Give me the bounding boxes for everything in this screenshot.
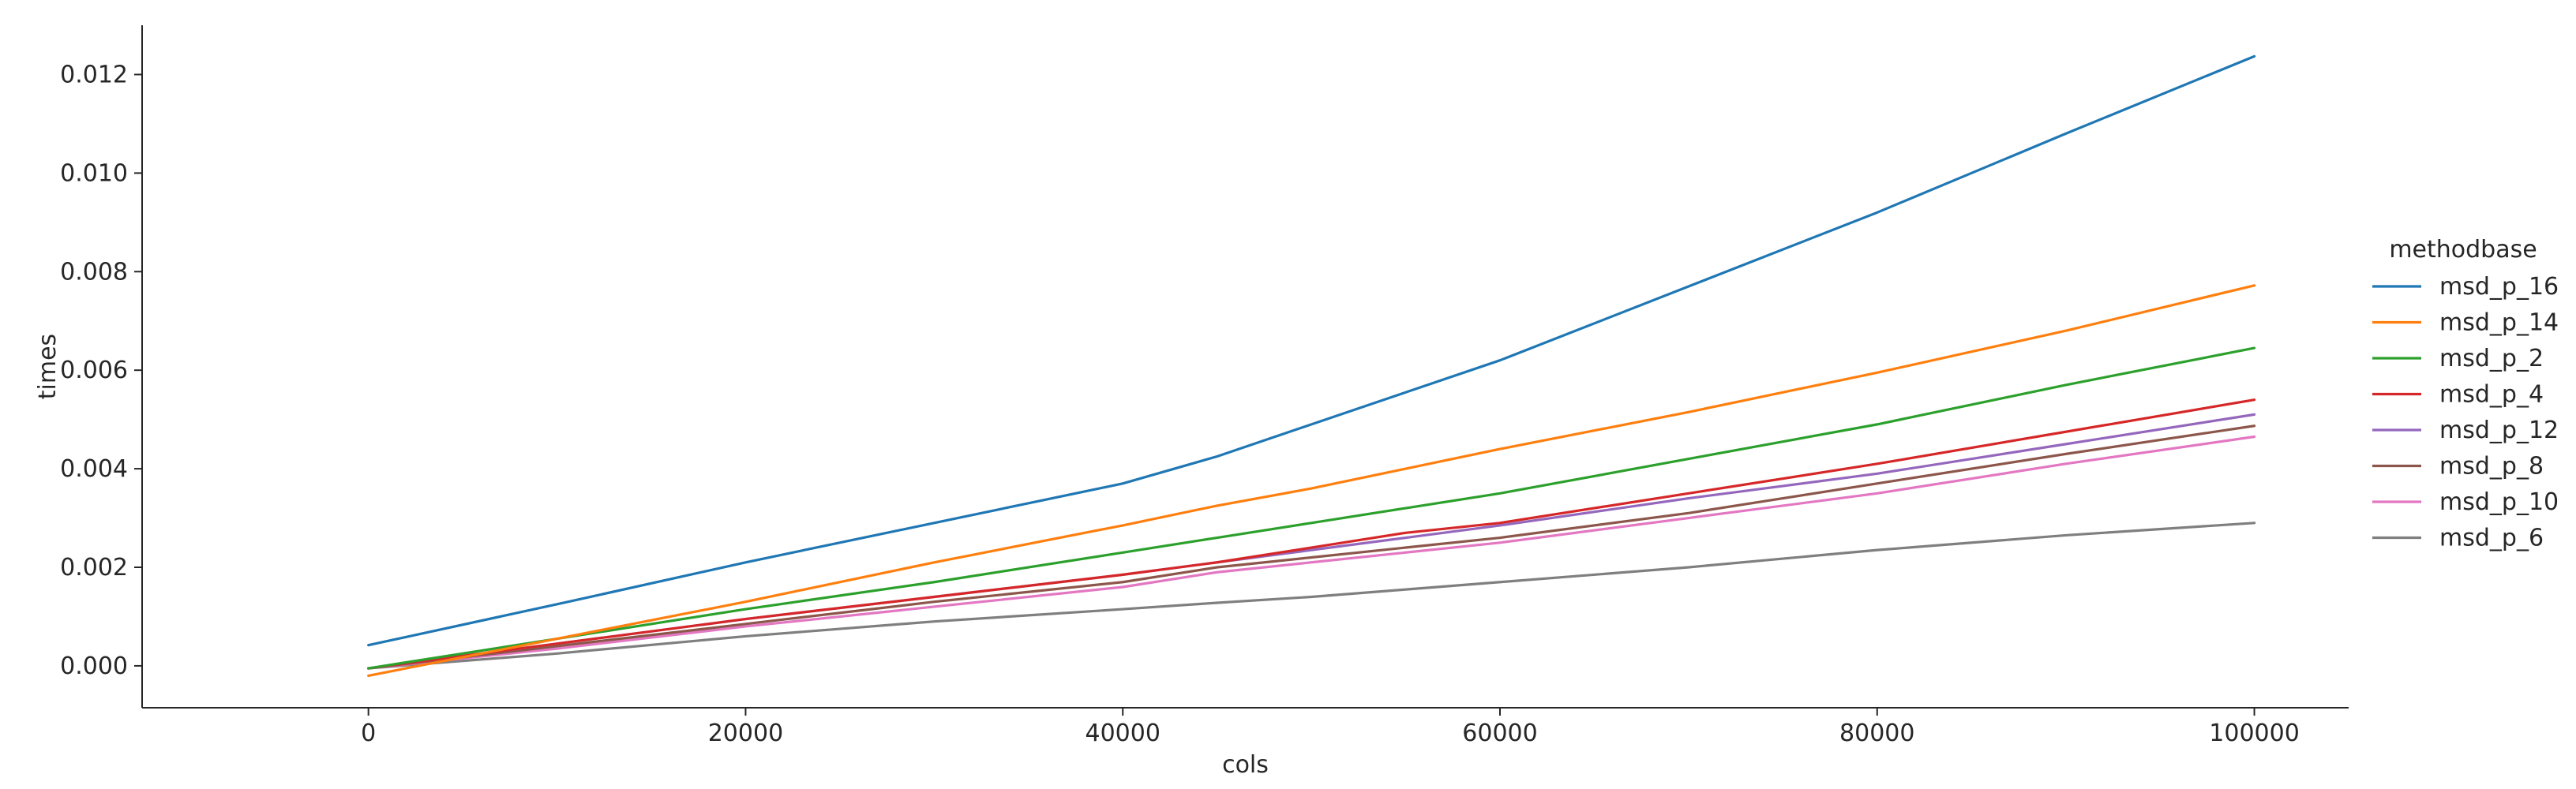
y-tick-label: 0.004: [60, 455, 128, 483]
series-line-msd-p-2: [367, 346, 2256, 670]
x-tick-label: 80000: [1839, 720, 1914, 747]
series-line-msd-p-6: [367, 522, 2256, 670]
y-axis-ticks: 0.000 0.002 0.004 0.006 0.008 0.010 0.012: [60, 61, 142, 680]
series-line-msd-p-8: [367, 424, 2256, 670]
legend-label-msd-p-16: msd_p_16: [2439, 273, 2559, 301]
y-tick-label: 0.000: [60, 653, 128, 680]
legend-label-msd-p-10: msd_p_10: [2439, 488, 2559, 516]
x-axis-label: cols: [1222, 751, 1269, 779]
legend-title: methodbase: [2389, 236, 2537, 264]
y-tick-label: 0.002: [60, 554, 128, 581]
legend-label-msd-p-14: msd_p_14: [2439, 309, 2559, 337]
legend-label-msd-p-2: msd_p_2: [2439, 345, 2544, 372]
x-tick-label: 60000: [1462, 720, 1537, 747]
y-tick-label: 0.012: [60, 61, 128, 88]
legend-label-msd-p-6: msd_p_6: [2439, 525, 2544, 552]
y-tick-label: 0.006: [60, 357, 128, 384]
legend: methodbase msd_p_16 msd_p_14 msd_p_2 msd_p_…: [2372, 236, 2559, 552]
y-axis-label: times: [34, 334, 62, 399]
series-line-msd-p-14: [367, 284, 2256, 678]
series-line-msd-p-4: [367, 398, 2256, 670]
series-line-msd-p-10: [367, 435, 2256, 670]
x-tick-label: 100000: [2209, 720, 2300, 747]
series-layer: [367, 54, 2256, 678]
legend-label-msd-p-4: msd_p_4: [2439, 381, 2544, 409]
x-tick-label: 0: [361, 720, 376, 747]
legend-label-msd-p-12: msd_p_12: [2439, 417, 2559, 444]
legend-label-msd-p-8: msd_p_8: [2439, 453, 2544, 481]
series-line-msd-p-16: [367, 54, 2256, 647]
y-tick-label: 0.010: [60, 159, 128, 187]
x-tick-label: 20000: [708, 720, 783, 747]
x-axis-ticks: 0 20000 40000 60000 80000 100000: [361, 708, 2300, 747]
x-tick-label: 40000: [1086, 720, 1161, 747]
y-tick-label: 0.008: [60, 258, 128, 286]
